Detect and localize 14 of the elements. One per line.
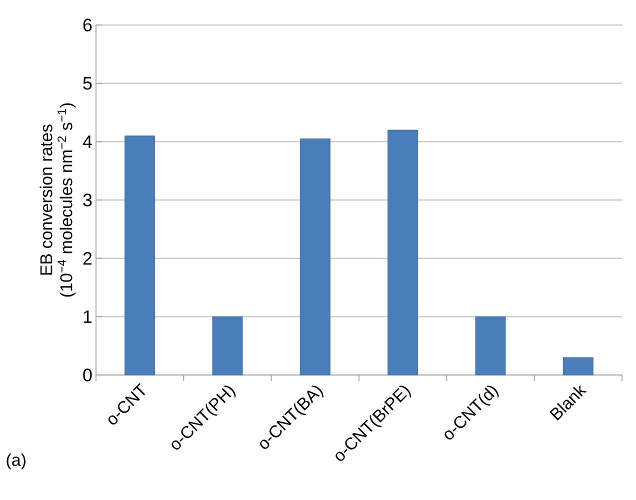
bar [212, 316, 243, 376]
bar [562, 357, 594, 376]
y-tick-label: 2 [83, 252, 92, 265]
y-tick-label: 4 [82, 135, 92, 148]
bar [388, 130, 418, 376]
y-tick-label: 0 [83, 368, 92, 382]
bar [124, 136, 156, 376]
y-tick-label: 6 [83, 18, 92, 32]
bar [475, 316, 506, 376]
bar [300, 138, 330, 376]
y-tick-label: 1 [84, 310, 92, 323]
y-tick-label: 3 [83, 194, 92, 206]
y-tick-label: 5 [83, 77, 92, 90]
text: (a) [6, 453, 26, 470]
